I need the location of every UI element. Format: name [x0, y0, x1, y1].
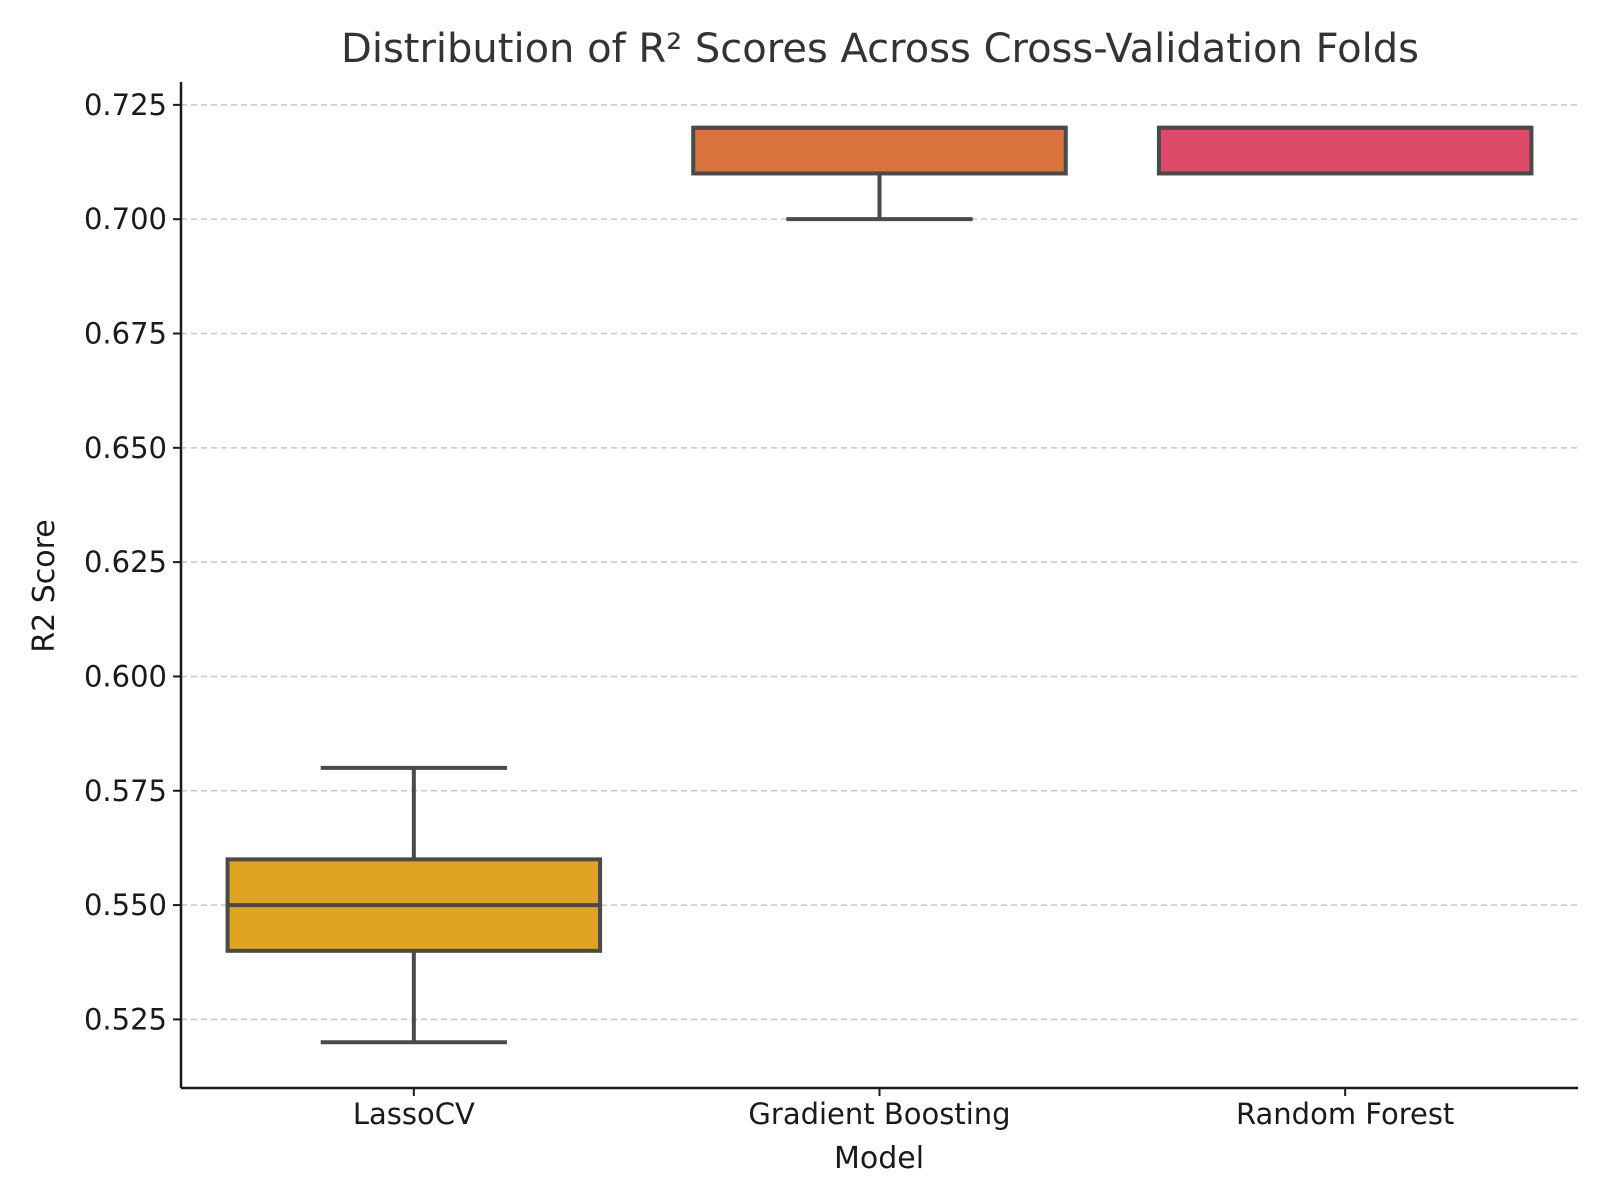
- box-lassocv: [225, 765, 603, 1045]
- y-tick-label: 0.600: [84, 659, 167, 693]
- box-gradient-boosting: [691, 125, 1068, 222]
- box-iqr: [1156, 125, 1534, 176]
- y-tick-label: 0.625: [84, 545, 167, 579]
- x-tick-label: LassoCV: [353, 1097, 475, 1131]
- y-tick-label: 0.525: [84, 1002, 167, 1036]
- x-axis-ticks: LassoCV Gradient Boosting Random Forest: [353, 1088, 1454, 1131]
- box-series: [225, 125, 1534, 1045]
- y-tick-label: 0.550: [84, 888, 167, 922]
- y-tick-label: 0.575: [84, 774, 167, 808]
- x-tick-label: Random Forest: [1236, 1097, 1454, 1131]
- box-iqr: [691, 125, 1068, 176]
- y-tick-label: 0.650: [84, 431, 167, 465]
- x-tick-label: Gradient Boosting: [748, 1097, 1010, 1131]
- y-tick-label: 0.675: [84, 317, 167, 351]
- y-axis-ticks: 0.525 0.550 0.575 0.600 0.625 0.650 0.675 0.700…: [84, 88, 181, 1036]
- x-axis-label: Model: [834, 1141, 924, 1176]
- chart-title: Distribution of R² Scores Across Cross-V…: [341, 26, 1419, 72]
- y-axis-label: R2 Score: [27, 519, 62, 653]
- box-random-forest: [1156, 125, 1534, 176]
- y-tick-label: 0.700: [84, 202, 167, 236]
- y-tick-label: 0.725: [84, 88, 167, 122]
